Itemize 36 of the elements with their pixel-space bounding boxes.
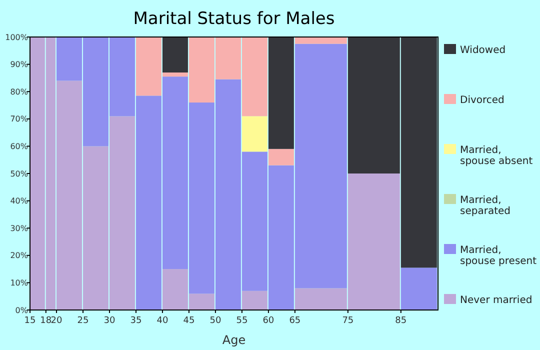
bar <box>242 290 268 310</box>
legend-label: Married, separated <box>460 195 510 217</box>
legend-label: Married, spouse absent <box>460 145 533 167</box>
x-tick-label: 85 <box>395 316 407 326</box>
legend-label: Divorced <box>460 95 504 106</box>
x-tick-label: 60 <box>262 316 274 326</box>
legend-label: Married, spouse present <box>460 245 537 267</box>
y-tick-label: 0% <box>15 306 28 315</box>
y-tick-label: 20% <box>10 251 28 260</box>
bar <box>268 148 294 166</box>
legend-label: Widowed <box>460 45 506 56</box>
x-tick-label: 65 <box>289 316 301 326</box>
y-tick-label: 30% <box>10 224 28 233</box>
y-tick-label: 90% <box>10 60 28 70</box>
y-tick-label: 50% <box>10 169 28 178</box>
y-tick-label: 70% <box>10 114 28 124</box>
x-tick-label: 30 <box>104 316 116 326</box>
x-tick-label: 55 <box>236 316 248 326</box>
x-tick-label: 18 <box>40 316 52 326</box>
x-tick-label: 35 <box>130 316 142 326</box>
y-tick-label: 100% <box>5 32 28 42</box>
y-tick-label: 60% <box>10 142 28 151</box>
x-tick-label: 15 <box>24 316 36 326</box>
bar <box>242 116 268 152</box>
x-tick-label: 45 <box>183 316 195 326</box>
y-tick-label: 10% <box>10 278 28 288</box>
x-tick-label: 75 <box>342 316 354 326</box>
legend-label: Never married <box>460 295 532 306</box>
chart-title: Marital Status for Males <box>133 9 335 29</box>
y-tick-label: 40% <box>10 196 28 206</box>
x-axis-title: Age <box>222 333 246 347</box>
x-tick-label: 40 <box>156 316 168 326</box>
x-tick-label: 50 <box>210 316 222 326</box>
x-tick-label: 20 <box>50 316 62 326</box>
y-tick-label: 80% <box>10 87 28 96</box>
x-tick-label: 25 <box>77 316 89 326</box>
